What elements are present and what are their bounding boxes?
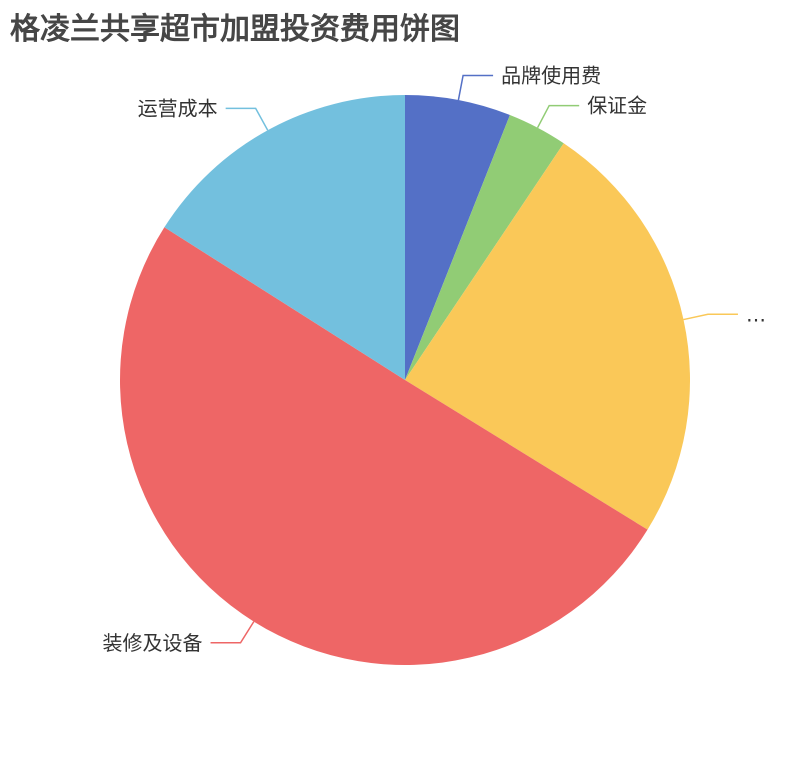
chart-title: 格凌兰共享超市加盟投资费用饼图 bbox=[10, 12, 460, 47]
label-line bbox=[536, 104, 580, 129]
label-line bbox=[225, 107, 269, 131]
slice-label: 保证金 bbox=[587, 94, 647, 118]
slice-label: 装修及设备 bbox=[103, 631, 203, 655]
label-line bbox=[457, 74, 494, 101]
slice-label: 运营成本 bbox=[138, 96, 218, 120]
slice-label: … bbox=[746, 302, 766, 326]
pie-slice[interactable] bbox=[405, 143, 690, 530]
pie-slice[interactable] bbox=[164, 95, 405, 380]
pie-slice[interactable] bbox=[405, 115, 564, 380]
pie-slice[interactable] bbox=[405, 95, 510, 380]
label-line bbox=[683, 313, 738, 321]
pie-slice[interactable] bbox=[120, 227, 648, 665]
slice-label: 品牌使用费 bbox=[501, 63, 601, 87]
label-line bbox=[210, 621, 255, 644]
